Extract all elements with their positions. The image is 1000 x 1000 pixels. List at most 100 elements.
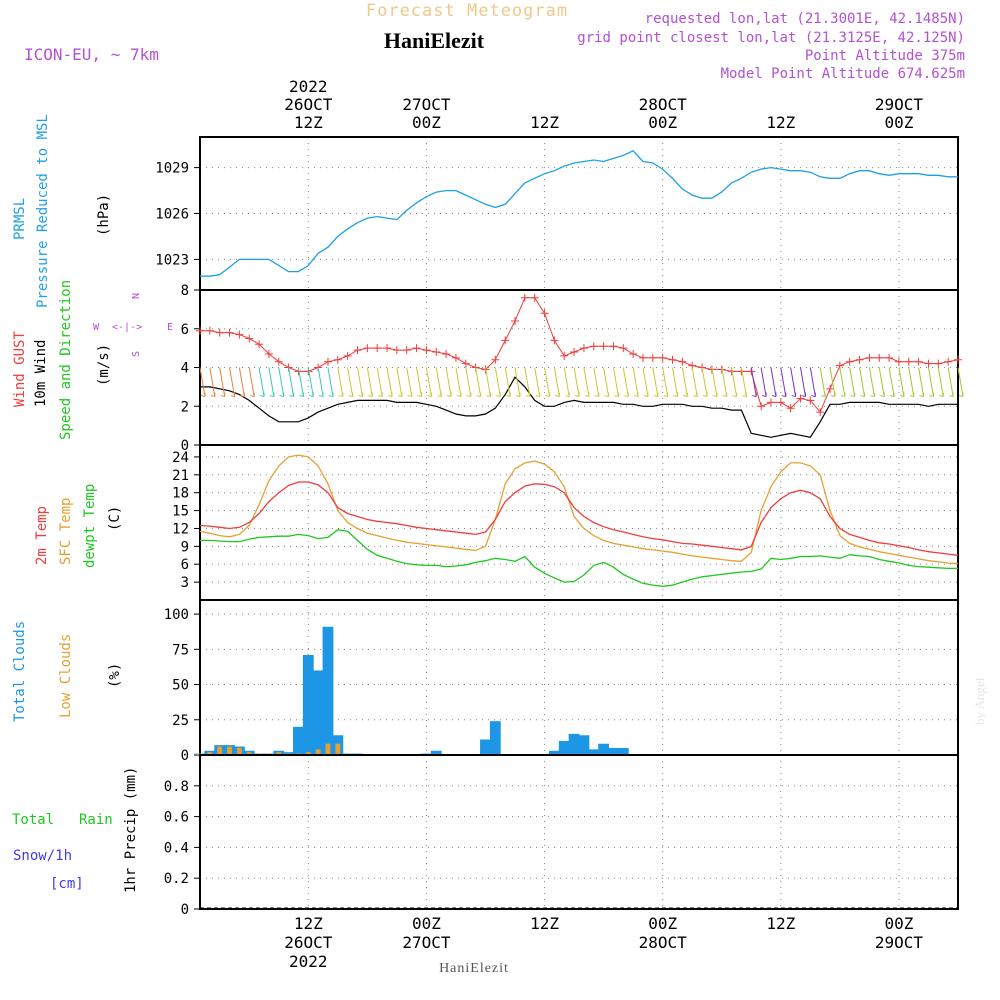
gust-point (392, 346, 401, 355)
wind-panel: 0 2 4 6 8 (181, 283, 964, 454)
gust-point (255, 340, 264, 349)
temp-ytick-label: 6 (181, 557, 189, 573)
wind-arrow (317, 367, 324, 398)
top-hour-label: 12Z (530, 113, 559, 132)
pressure-label: Pressure Reduced to MSL (35, 114, 51, 308)
clouds-ytick-label: 100 (164, 607, 189, 623)
top-day-label: 26OCT (284, 95, 333, 114)
wind-arrow (445, 367, 452, 398)
gust-point (245, 334, 254, 343)
gust-point (845, 357, 854, 366)
wind-unit: (m/s) (96, 344, 112, 386)
gust-point (609, 342, 618, 351)
precip-unit: 1hr Precip (mm) (123, 767, 139, 893)
gust-point (638, 353, 647, 362)
wind-arrow (248, 367, 255, 398)
bottom-hour-label: 12Z (766, 914, 795, 933)
clouds-ytick-label: 25 (172, 713, 189, 729)
wind-arrow (475, 367, 482, 398)
top-hour-label: 12Z (766, 113, 795, 132)
wind-arrow (563, 367, 570, 398)
gust-point (619, 344, 628, 353)
total-clouds-bar (598, 743, 610, 755)
gust-point (550, 336, 559, 345)
total-clouds-bar (558, 740, 570, 755)
gust-point (570, 348, 579, 356)
grid-point-coords: grid point closest lon,lat (21.3125E, 42… (577, 30, 965, 46)
credit-watermark: by Angel (972, 677, 987, 725)
gust-point (225, 328, 234, 337)
total-clouds-bar (322, 626, 334, 755)
wind-arrow (908, 367, 915, 398)
total-clouds-bar (608, 747, 619, 755)
precip-frame (199, 754, 959, 910)
total-clouds-bar (578, 735, 590, 755)
gust-point (333, 355, 342, 364)
gust-point (668, 355, 677, 364)
gust-point (875, 353, 884, 362)
wind-arrow (691, 367, 698, 398)
clouds-panel: 0 25 50 75 100 (164, 599, 959, 764)
wind-arrow (740, 367, 747, 398)
gust-point (205, 326, 214, 335)
wind-arrow (297, 367, 304, 398)
gust-point (501, 336, 510, 345)
precip-ytick-label: 0.2 (164, 871, 189, 887)
temp-sfc-label: SFC Temp (58, 498, 74, 565)
bottom-hour-label: 00Z (884, 914, 913, 933)
clouds-ytick-label: 75 (172, 642, 189, 658)
wind-arrow (583, 367, 590, 398)
gust-point (894, 357, 903, 366)
bottom-day-label: 28OCT (639, 933, 688, 952)
prmsl-label: PRMSL (12, 198, 28, 240)
point-altitude: Point Altitude 375m (805, 48, 965, 64)
clouds-ytick-label: 50 (172, 678, 189, 694)
wind-arrow (770, 367, 777, 398)
rain-label: Rain (79, 812, 113, 828)
wind-arrow (819, 367, 826, 398)
gust-point (629, 349, 638, 358)
wind-arrow (288, 367, 295, 398)
top-year-label: 2022 (289, 77, 328, 96)
sfc-temp-line (199, 454, 959, 565)
bottom-day-label: 26OCT (284, 933, 333, 952)
wind-line (200, 376, 958, 438)
top-hour-label: 12Z (294, 113, 323, 132)
wind-arrow (455, 367, 462, 398)
low-clouds-bar (227, 746, 232, 755)
gust-point (196, 326, 204, 335)
wind-arrow (622, 367, 629, 398)
gust-point (383, 344, 392, 353)
compass-w: W (93, 322, 100, 333)
wind-arrow (199, 367, 206, 398)
wind-arrow (357, 367, 364, 398)
wind-label: 10m Wind (33, 340, 49, 407)
wind-arrow (839, 367, 846, 398)
station-name: HaniElezit (384, 28, 485, 53)
bottom-day-label: 29OCT (875, 933, 924, 952)
wind-arrow (800, 367, 806, 398)
pressure-unit: (hPa) (96, 194, 112, 236)
precip-ytick-label: 0.8 (164, 779, 189, 795)
gust-point (589, 342, 598, 351)
pressure-line (200, 150, 958, 277)
wind-arrow (849, 367, 856, 398)
wind-arrow (307, 367, 314, 398)
wind-arrow (612, 367, 619, 398)
clouds-unit: (%) (107, 663, 123, 688)
compass-n: N (131, 293, 142, 299)
bottom-hour-label: 00Z (648, 914, 677, 933)
precip-ytick-label: 0.4 (164, 840, 189, 856)
wind-arrow (898, 367, 905, 398)
wind-arrow (425, 367, 432, 398)
temp-2m-label: 2m Temp (34, 506, 50, 565)
wind-arrow (416, 367, 423, 398)
wind-arrow (534, 367, 541, 398)
wind-arrow (957, 367, 964, 398)
wind-arrow (760, 367, 767, 398)
total-clouds-bar (480, 739, 491, 755)
prmsl-ytick-label: 1029 (155, 161, 189, 177)
temp-2m-line (199, 481, 959, 556)
gust-point (530, 293, 539, 302)
